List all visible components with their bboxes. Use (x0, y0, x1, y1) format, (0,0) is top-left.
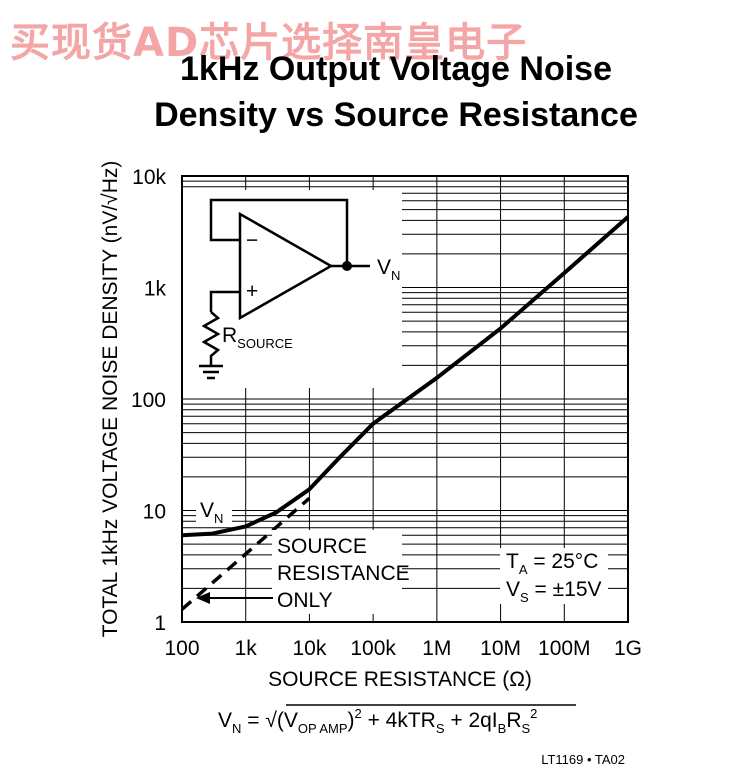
x-tick-label: 10k (292, 637, 326, 660)
conditions-label-bg (500, 548, 608, 604)
x-tick-label: 100M (538, 637, 591, 660)
y-tick-label: 1 (154, 612, 166, 635)
noninverting-input-symbol: + (246, 280, 258, 303)
noise-formula: VN = √(VOP AMP)2 + 4kTRS + 2qIBRS2 (218, 706, 537, 736)
tick-labels: 100 1k 10k 100k 1M 10M 100M 1G 1 10 100 1k 10k (131, 166, 642, 660)
series-vn-line (181, 215, 630, 538)
ta-condition: TA = 25°C (506, 550, 598, 577)
x-axis-label: SOURCE RESISTANCE (Ω) (268, 668, 532, 691)
plus-input-wire (209, 290, 240, 312)
series-source-resistance-only-line (180, 496, 311, 611)
source-label-bg (272, 530, 402, 614)
source-label-line2: RESISTANCE (277, 562, 410, 585)
watermark-text: 买现货AD芯片选择南皇电子 (10, 20, 527, 66)
source-label-line1: SOURCE (277, 535, 367, 558)
x-tick-label: 1k (235, 637, 258, 660)
y-tick-label: 10k (132, 166, 166, 189)
source-label-line3: ONLY (277, 589, 333, 612)
output-node-dot (342, 261, 352, 271)
vs-condition: VS = ±15V (506, 578, 602, 605)
y-tick-label: 1k (144, 278, 167, 301)
feedback-wire (209, 198, 349, 266)
output-label: VN (377, 256, 400, 283)
footer-code: LT1169 • TA02 (541, 752, 625, 767)
x-tick-label: 1G (614, 637, 642, 660)
opamp-triangle (238, 211, 334, 321)
y-tick-label: 100 (131, 389, 166, 412)
y-tick-label: 10 (143, 501, 166, 524)
y-axis-label: TOTAL 1kHz VOLTAGE NOISE DENSITY (nV/√Hz… (99, 161, 122, 638)
x-tick-label: 1M (422, 637, 451, 660)
vn-label-bg (196, 496, 232, 524)
chart-title-line1: 1kHz Output Voltage Noise (180, 50, 612, 88)
x-tick-label: 10M (480, 637, 521, 660)
data-series (180, 215, 630, 611)
opamp-schematic-inset: VN − + RSOURCE (182, 190, 402, 388)
resistor-source-symbol (201, 311, 221, 366)
chart-title-line2: Density vs Source Resistance (154, 96, 638, 134)
plot-frame (181, 175, 629, 623)
inverting-input-symbol: − (246, 229, 258, 252)
source-arrow-head (196, 592, 210, 604)
resistor-label: RSOURCE (222, 324, 293, 351)
vn-curve-label: VN (200, 499, 223, 526)
x-tick-label: 100 (164, 637, 199, 660)
x-tick-label: 100k (350, 637, 396, 660)
